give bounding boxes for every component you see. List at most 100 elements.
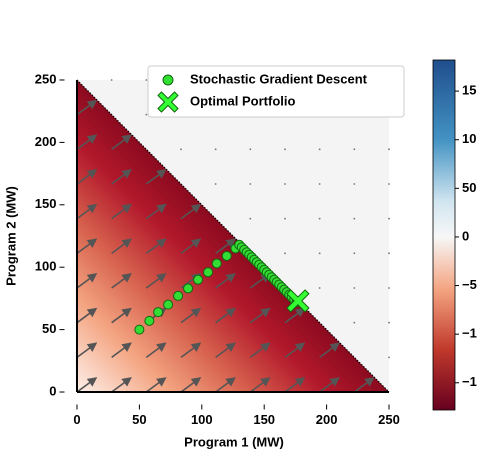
gradient-arrow xyxy=(215,307,236,324)
colorbar-tick-label: 15 xyxy=(462,83,476,98)
gradient-dot xyxy=(353,183,356,185)
y-axis-label: Program 2 (MW) xyxy=(3,186,18,286)
gradient-dot xyxy=(145,113,148,116)
gradient-arrow xyxy=(76,99,98,116)
gradient-arrow xyxy=(111,377,132,393)
colorbar xyxy=(432,59,456,411)
gradient-dot xyxy=(353,287,356,289)
x-tick-label: 0 xyxy=(73,412,80,427)
gradient-arrow xyxy=(319,377,340,393)
gradient-arrow xyxy=(145,273,167,289)
colorbar-tick-label: −1 xyxy=(462,326,477,341)
gradient-arrow xyxy=(180,377,202,393)
gradient-dot xyxy=(388,148,390,151)
sgd-point xyxy=(134,324,145,335)
sgd-point xyxy=(203,267,214,278)
gradient-dot xyxy=(388,356,390,359)
gradient-arrow xyxy=(111,134,132,150)
gradient-dot xyxy=(249,148,252,151)
gradient-arrow xyxy=(284,377,306,393)
gradient-dot xyxy=(249,217,252,220)
x-tick-label: 50 xyxy=(132,412,146,427)
colorbar-tick-label: −1 xyxy=(462,374,477,389)
legend xyxy=(147,65,405,118)
gradient-arrow xyxy=(180,342,202,358)
gradient-arrow xyxy=(76,342,98,358)
optimal-point xyxy=(286,289,310,313)
gradient-arrow xyxy=(76,377,98,393)
gradient-arrow xyxy=(111,273,132,289)
gradient-dot xyxy=(388,321,390,324)
gradient-arrow xyxy=(180,203,202,220)
colorbar-tick-label: 0 xyxy=(462,228,469,243)
gradient-dot xyxy=(214,148,217,151)
x-axis-label: Program 1 (MW) xyxy=(184,434,284,449)
gradient-dot xyxy=(353,148,356,151)
legend-label: Stochastic Gradient Descent xyxy=(190,71,368,86)
sgd-point xyxy=(211,258,222,269)
gradient-arrow xyxy=(145,169,167,185)
gradient-arrow xyxy=(249,307,271,324)
gradient-arrow xyxy=(76,134,98,150)
gradient-arrow xyxy=(76,169,98,185)
gradient-dot xyxy=(388,252,390,255)
gradient-arrow xyxy=(215,273,236,289)
gradient-arrow xyxy=(111,169,132,185)
gradient-arrow xyxy=(180,307,202,324)
gradient-dot xyxy=(284,183,286,185)
sgd-point xyxy=(183,283,194,294)
y-tick-label: 100 xyxy=(35,259,57,274)
gradient-dot xyxy=(249,183,252,185)
gradient-arrow xyxy=(180,238,202,254)
gradient-arrow xyxy=(249,377,271,393)
sgd-point xyxy=(173,290,184,301)
y-tick-label: 250 xyxy=(35,71,57,86)
gradient-arrow xyxy=(145,238,167,254)
gradient-arrow xyxy=(353,377,375,393)
x-tick-label: 150 xyxy=(253,412,275,427)
gradient-dot xyxy=(388,217,390,220)
gradient-dot xyxy=(318,217,321,220)
plot-area xyxy=(75,79,390,394)
gradient-dot xyxy=(318,148,321,151)
gradient-arrow xyxy=(145,377,167,393)
gradient-arrow xyxy=(284,342,306,358)
gradient-arrow xyxy=(145,203,167,220)
x-tick-label: 250 xyxy=(378,412,400,427)
gradient-dot xyxy=(214,183,217,185)
gradient-arrow xyxy=(145,342,167,358)
gradient-dot xyxy=(353,217,356,220)
gradient-arrow xyxy=(76,307,98,324)
gradient-dot xyxy=(284,148,286,151)
gradient-dot xyxy=(318,183,321,185)
sgd-point xyxy=(153,307,164,318)
gradient-dot xyxy=(318,287,321,289)
gradient-arrow xyxy=(319,342,340,358)
gradient-arrow xyxy=(111,342,132,358)
sgd-point xyxy=(144,315,155,326)
legend-marker xyxy=(162,74,174,86)
y-tick-label: 200 xyxy=(35,134,57,149)
y-tick-label: 150 xyxy=(35,196,57,211)
gradient-arrow xyxy=(111,307,132,324)
gradient-dot xyxy=(353,252,356,255)
gradient-dot xyxy=(180,148,182,151)
sgd-point xyxy=(163,299,174,310)
gradient-dot xyxy=(318,252,321,255)
gradient-arrow xyxy=(76,203,98,220)
gradient-arrow xyxy=(215,238,236,254)
legend-label: Optimal Portfolio xyxy=(190,93,296,108)
sgd-point xyxy=(221,250,232,261)
x-tick-label: 100 xyxy=(191,412,213,427)
y-tick-label: 0 xyxy=(49,383,56,398)
gradient-arrow xyxy=(284,307,306,324)
gradient-arrow xyxy=(76,273,98,289)
x-tick-label: 200 xyxy=(316,412,338,427)
gradient-dot xyxy=(284,252,286,255)
gradient-arrow xyxy=(111,203,132,220)
gradient-dot xyxy=(388,287,390,289)
colorbar-tick-label: 10 xyxy=(462,131,476,146)
gradient-dot xyxy=(284,217,286,220)
legend-marker xyxy=(157,91,179,113)
